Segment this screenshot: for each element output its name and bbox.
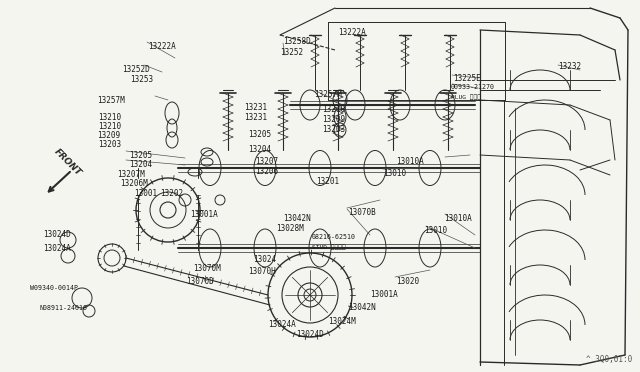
Text: 13209: 13209 xyxy=(322,115,345,124)
Text: 08216-62510: 08216-62510 xyxy=(312,234,356,240)
Text: 13207M: 13207M xyxy=(117,170,145,179)
Text: 13010: 13010 xyxy=(383,169,406,178)
Text: 13207: 13207 xyxy=(255,157,278,166)
Text: 13205: 13205 xyxy=(248,130,271,139)
Text: ^ 3Q0,01:0: ^ 3Q0,01:0 xyxy=(586,355,632,364)
Text: 13252D: 13252D xyxy=(122,65,150,74)
Text: 13042N: 13042N xyxy=(283,214,311,223)
Text: FRONT: FRONT xyxy=(52,147,83,177)
Text: 13232: 13232 xyxy=(558,62,581,71)
Text: 13210: 13210 xyxy=(98,122,121,131)
Text: 13257M: 13257M xyxy=(97,96,125,105)
Text: 13024A: 13024A xyxy=(43,244,71,253)
Text: 13258D: 13258D xyxy=(283,37,311,46)
Text: 13225E: 13225E xyxy=(453,74,481,83)
Text: 00933-21270: 00933-21270 xyxy=(451,84,495,90)
Text: 13206M: 13206M xyxy=(120,179,148,188)
Text: 13024D: 13024D xyxy=(43,230,71,239)
Text: 13024: 13024 xyxy=(253,255,276,264)
Text: 13010A: 13010A xyxy=(444,214,472,223)
Text: N08911-24010: N08911-24010 xyxy=(40,305,88,311)
Text: 13024M: 13024M xyxy=(328,317,356,326)
Text: 13024D: 13024D xyxy=(296,330,324,339)
Text: 13205: 13205 xyxy=(129,151,152,160)
Text: 13222A: 13222A xyxy=(148,42,176,51)
Text: 13070D: 13070D xyxy=(186,277,214,286)
Text: 13024A: 13024A xyxy=(268,320,296,329)
Text: 13210: 13210 xyxy=(322,105,345,114)
Text: 13020: 13020 xyxy=(396,277,419,286)
Text: 13252: 13252 xyxy=(280,48,303,57)
Text: 13201: 13201 xyxy=(316,177,339,186)
Text: 13203: 13203 xyxy=(322,125,345,134)
Text: 13206: 13206 xyxy=(255,167,278,176)
Text: 13028M: 13028M xyxy=(276,224,304,233)
Text: 13257M: 13257M xyxy=(314,90,342,99)
Text: 13001A: 13001A xyxy=(370,290,397,299)
Text: 13070B: 13070B xyxy=(348,208,376,217)
Text: 13231: 13231 xyxy=(244,103,267,112)
Text: STUD スタッド: STUD スタッド xyxy=(312,244,346,250)
Text: 13010: 13010 xyxy=(424,226,447,235)
Text: PLUG プラグ: PLUG プラグ xyxy=(451,94,481,100)
Text: 13042N: 13042N xyxy=(348,303,376,312)
Text: 13204: 13204 xyxy=(129,160,152,169)
Text: 13070M: 13070M xyxy=(193,264,221,273)
Text: 13203: 13203 xyxy=(98,140,121,149)
Text: W09340-0014P: W09340-0014P xyxy=(30,285,78,291)
Text: 13001: 13001 xyxy=(134,189,157,198)
Text: 13222A: 13222A xyxy=(338,28,365,37)
Text: 13070H: 13070H xyxy=(248,267,276,276)
Text: 13204: 13204 xyxy=(248,145,271,154)
Text: 13001A: 13001A xyxy=(190,210,218,219)
Text: 13231: 13231 xyxy=(244,113,267,122)
Text: 13202: 13202 xyxy=(160,189,183,198)
Text: 13010A: 13010A xyxy=(396,157,424,166)
Text: 13209: 13209 xyxy=(97,131,120,140)
Text: 13210: 13210 xyxy=(98,113,121,122)
Text: 13253: 13253 xyxy=(130,75,153,84)
